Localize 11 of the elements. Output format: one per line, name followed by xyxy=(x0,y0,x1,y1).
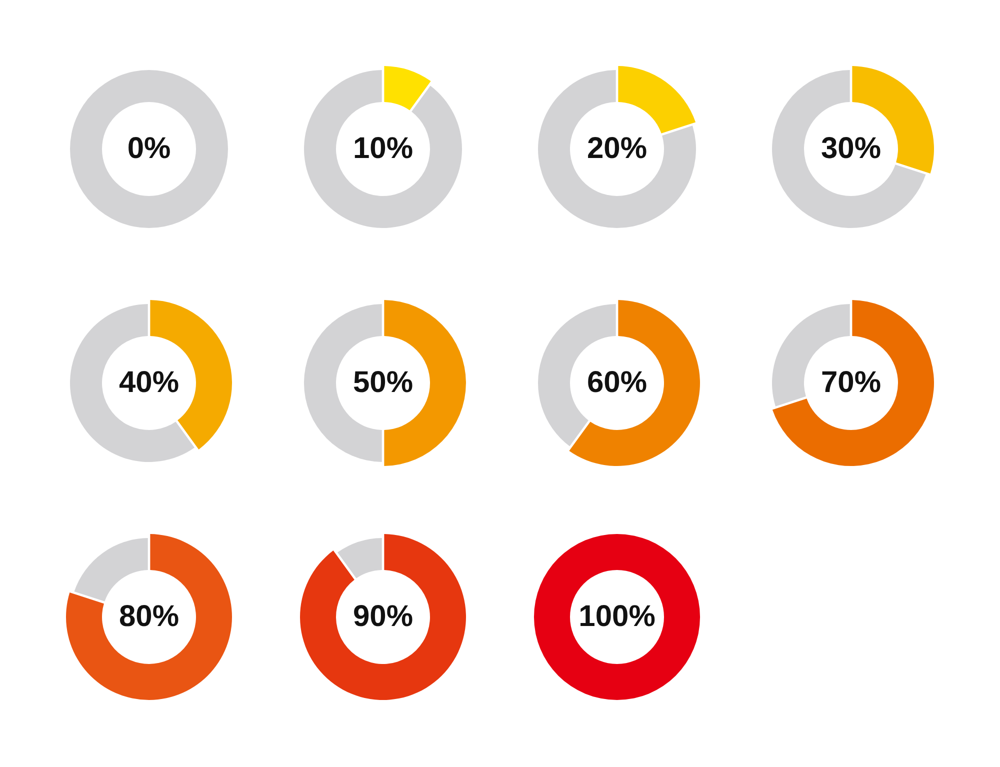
text: 70% xyxy=(820,366,882,399)
text: 10% xyxy=(352,132,414,165)
text: 30% xyxy=(820,132,882,165)
text: 90% xyxy=(352,600,414,633)
text: 50% xyxy=(352,366,414,399)
text: 20% xyxy=(586,132,648,165)
text: 100% xyxy=(578,600,656,633)
text: 40% xyxy=(118,366,180,399)
text: 60% xyxy=(586,366,648,399)
text: 0% xyxy=(127,132,171,165)
text: 80% xyxy=(118,600,180,633)
